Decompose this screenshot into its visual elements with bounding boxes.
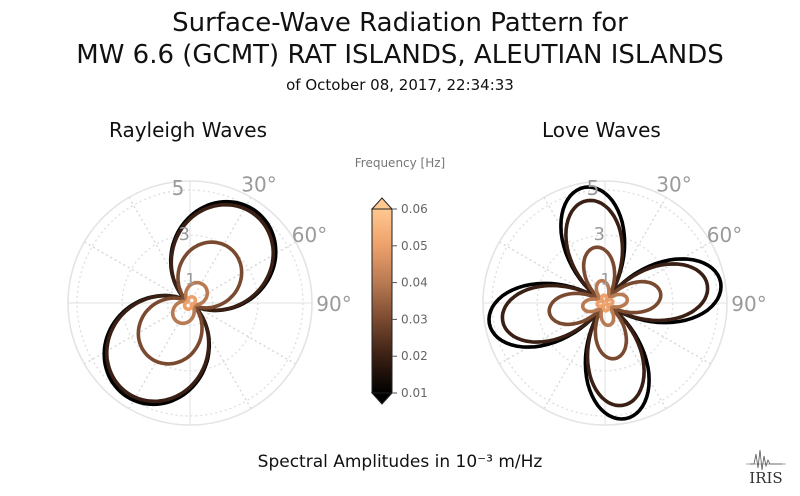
- radial-tick-label: 5: [172, 176, 185, 200]
- chart-subtitle: of October 08, 2017, 22:34:33: [286, 76, 514, 94]
- radial-tick-label: 5: [587, 176, 600, 200]
- colorbar-tick-label: 0.02: [401, 349, 428, 363]
- angular-gridline: [189, 197, 252, 304]
- colorbar-extend-max: [370, 197, 394, 210]
- angular-tick-label: 60°: [707, 223, 742, 247]
- radial-tick-label: 3: [179, 224, 190, 245]
- angular-gridline: [499, 302, 606, 365]
- radial-gridline: [121, 234, 259, 372]
- angular-tick-label: 60°: [292, 223, 327, 247]
- colorbar-tick-label: 0.01: [401, 386, 428, 400]
- radial-gridline: [76, 189, 304, 417]
- colorbar-extend-min: [370, 392, 394, 405]
- colorbar-tick-label: 0.03: [401, 312, 428, 326]
- radial-tick-label: 1: [185, 270, 195, 289]
- angular-gridline: [604, 241, 711, 304]
- polar-frame: [482, 180, 728, 426]
- radial-gridline: [491, 189, 719, 417]
- angular-gridline: [189, 302, 296, 365]
- colorbar-label: Frequency [Hz]: [355, 156, 446, 170]
- angular-tick-label: 30°: [656, 172, 691, 196]
- footer-units: Spectral Amplitudes in 10⁻³ m/Hz: [257, 452, 543, 472]
- colorbar-tick-label: 0.05: [401, 239, 428, 253]
- iris-logo: IRIS: [746, 449, 786, 487]
- love-panel-title: Love Waves: [542, 118, 661, 142]
- colorbar-frame: [371, 208, 393, 394]
- love-polar-axes: 1 3 5 30° 60° 90°: [482, 172, 767, 426]
- radial-tick-label: 3: [594, 224, 605, 245]
- angular-tick-label: 30°: [241, 172, 276, 196]
- pattern-curve: [595, 293, 615, 313]
- colorbar-tick-label: 0.06: [401, 202, 428, 216]
- pattern-curve: [547, 245, 663, 361]
- angular-gridline: [128, 302, 191, 409]
- radial-tick-label: 1: [600, 270, 610, 289]
- angular-gridline: [543, 197, 606, 304]
- angular-gridline: [84, 241, 191, 304]
- pattern-curve: [182, 294, 198, 312]
- colorbar-tick-label: 0.04: [401, 276, 428, 290]
- angular-gridline: [604, 302, 667, 409]
- radial-gridline: [536, 234, 674, 372]
- radial-gridline: [166, 279, 214, 327]
- svg-text:IRIS: IRIS: [749, 469, 782, 487]
- frequency-colorbar: Frequency [Hz] 0.06 0.05 0.04 0.03 0.02 0.01: [355, 156, 446, 405]
- chart-title: Surface-Wave Radiation Pattern for: [172, 8, 628, 38]
- polar-frame: [67, 180, 313, 426]
- rayleigh-polar-axes: 1 3 5 30° 60° 90°: [67, 172, 352, 426]
- angular-tick-label: 90°: [731, 292, 766, 316]
- chart-title-event: MW 6.6 (GCMT) RAT ISLANDS, ALEUTIAN ISLA…: [76, 40, 724, 70]
- colorbar-gradient: [372, 209, 392, 393]
- rayleigh-panel-title: Rayleigh Waves: [109, 118, 268, 142]
- angular-tick-label: 90°: [316, 292, 351, 316]
